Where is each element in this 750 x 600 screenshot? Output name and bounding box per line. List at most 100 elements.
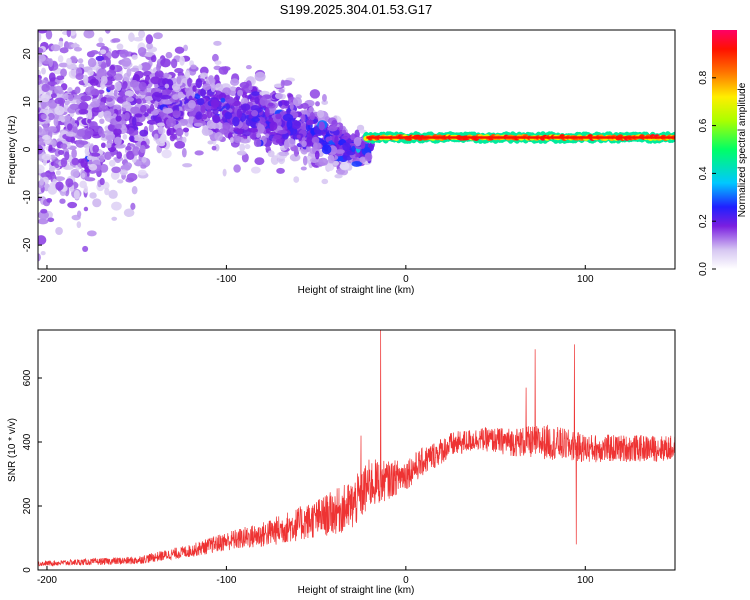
heatmap-cell xyxy=(82,245,89,252)
heatmap-cell xyxy=(283,139,289,150)
heatmap-cell xyxy=(81,172,86,179)
heatmap-cell xyxy=(315,101,320,107)
heatmap-cell xyxy=(104,30,111,34)
heatmap-cell xyxy=(275,113,282,120)
heatmap-cell xyxy=(139,104,147,113)
heatmap-cell xyxy=(161,149,172,159)
heatmap-cell xyxy=(86,155,93,161)
heatmap-cell xyxy=(272,134,282,140)
snr-y-tick-label: 400 xyxy=(22,433,33,450)
heatmap-cell xyxy=(149,103,155,112)
heatmap-cell xyxy=(55,170,61,176)
heatmap-cell xyxy=(331,119,338,127)
heatmap-cell xyxy=(83,30,95,39)
heatmap-cell xyxy=(268,102,274,107)
heatmap-cell xyxy=(137,47,147,57)
heatmap-cell xyxy=(275,138,283,144)
heatmap-cell xyxy=(76,221,82,229)
colorbar-label: Normalized spectral amplitude xyxy=(737,82,748,217)
heatmap-cell xyxy=(115,123,122,130)
heatmap-cell xyxy=(174,46,185,54)
heatmap-cell xyxy=(226,98,235,104)
heatmap-cell xyxy=(302,155,308,166)
heatmap-cell xyxy=(176,75,182,85)
heatmap-cell xyxy=(104,187,110,196)
heatmap-cell xyxy=(72,126,78,134)
heatmap-cell xyxy=(210,82,216,93)
heatmap-y-tick-label: 0 xyxy=(22,146,33,152)
snr-x-tick-label: -100 xyxy=(216,575,236,586)
heatmap-cell xyxy=(309,112,315,121)
heatmap-cell xyxy=(156,63,161,72)
heatmap-cell xyxy=(38,141,46,146)
heatmap-cell xyxy=(74,86,81,94)
heatmap-cell xyxy=(141,156,147,163)
heatmap-cell xyxy=(342,142,351,151)
heatmap-cell xyxy=(244,143,251,150)
heatmap-cells xyxy=(38,25,675,262)
heatmap-cell xyxy=(131,186,138,195)
heatmap-cell xyxy=(59,198,66,204)
heatmap-cell xyxy=(182,127,190,133)
heatmap-cell xyxy=(38,77,42,85)
heatmap-cell xyxy=(64,151,70,161)
heatmap-cell xyxy=(143,51,155,57)
heatmap-cell xyxy=(286,108,291,116)
snr-y-axis-label: SNR (10 * v/v) xyxy=(7,418,18,482)
heatmap-cell xyxy=(316,109,325,118)
heatmap-cell xyxy=(80,95,92,102)
heatmap-cell xyxy=(201,113,208,120)
heatmap-cell xyxy=(47,126,58,133)
heatmap-cell xyxy=(66,57,72,66)
heatmap-cell xyxy=(124,162,132,170)
heatmap-x-tick-label: 100 xyxy=(577,274,594,285)
heatmap-cell xyxy=(38,70,42,76)
heatmap-cell xyxy=(41,67,46,75)
colorbar-tick-label: 0.8 xyxy=(698,70,709,84)
heatmap-cell xyxy=(46,197,53,203)
heatmap-cell xyxy=(267,150,275,158)
heatmap-cell xyxy=(90,89,100,96)
heatmap-cell xyxy=(292,96,302,107)
heatmap-cell xyxy=(99,155,105,163)
snr-x-tick-label: 100 xyxy=(577,575,594,586)
heatmap-cell xyxy=(129,135,135,142)
heatmap-x-tick-label: -200 xyxy=(37,274,57,285)
heatmap-cell xyxy=(220,97,226,103)
heatmap-cell xyxy=(89,121,98,129)
heatmap-cell xyxy=(269,121,278,131)
heatmap-cell xyxy=(157,126,164,135)
colorbar: 0.0 0.2 0.4 0.6 0.8 Normalized spectral ampl… xyxy=(698,30,748,276)
heatmap-cell xyxy=(65,132,77,137)
heatmap-cell xyxy=(102,181,110,190)
heatmap-cell xyxy=(89,192,97,199)
heatmap-cell xyxy=(145,34,154,45)
heatmap-cell xyxy=(40,208,48,214)
heatmap-cell xyxy=(139,129,149,137)
heatmap-cell xyxy=(169,134,176,142)
heatmap-cell xyxy=(40,251,46,256)
snr-x-tick-label: 0 xyxy=(403,575,409,586)
heatmap-cell xyxy=(318,121,325,131)
heatmap-cell xyxy=(65,178,74,188)
heatmap-cell xyxy=(251,91,260,96)
heatmap-cell xyxy=(89,78,99,86)
heatmap-cell xyxy=(194,150,204,156)
heatmap-cell xyxy=(49,154,56,160)
heatmap-cell xyxy=(151,91,162,101)
heatmap-cell xyxy=(339,125,344,131)
heatmap-cell xyxy=(126,25,132,29)
heatmap-cell xyxy=(267,106,277,114)
heatmap-cell xyxy=(76,98,81,105)
heatmap-cell xyxy=(254,96,260,105)
heatmap-cell xyxy=(48,165,55,173)
heatmap-cell xyxy=(164,83,170,89)
heatmap-cell xyxy=(67,123,73,131)
heatmap-cell xyxy=(115,115,122,122)
snr-x-tick-label: -200 xyxy=(37,575,57,586)
heatmap-cell xyxy=(105,143,112,149)
heatmap-y-tick-label: 10 xyxy=(22,96,33,108)
heatmap-cell xyxy=(163,72,170,78)
